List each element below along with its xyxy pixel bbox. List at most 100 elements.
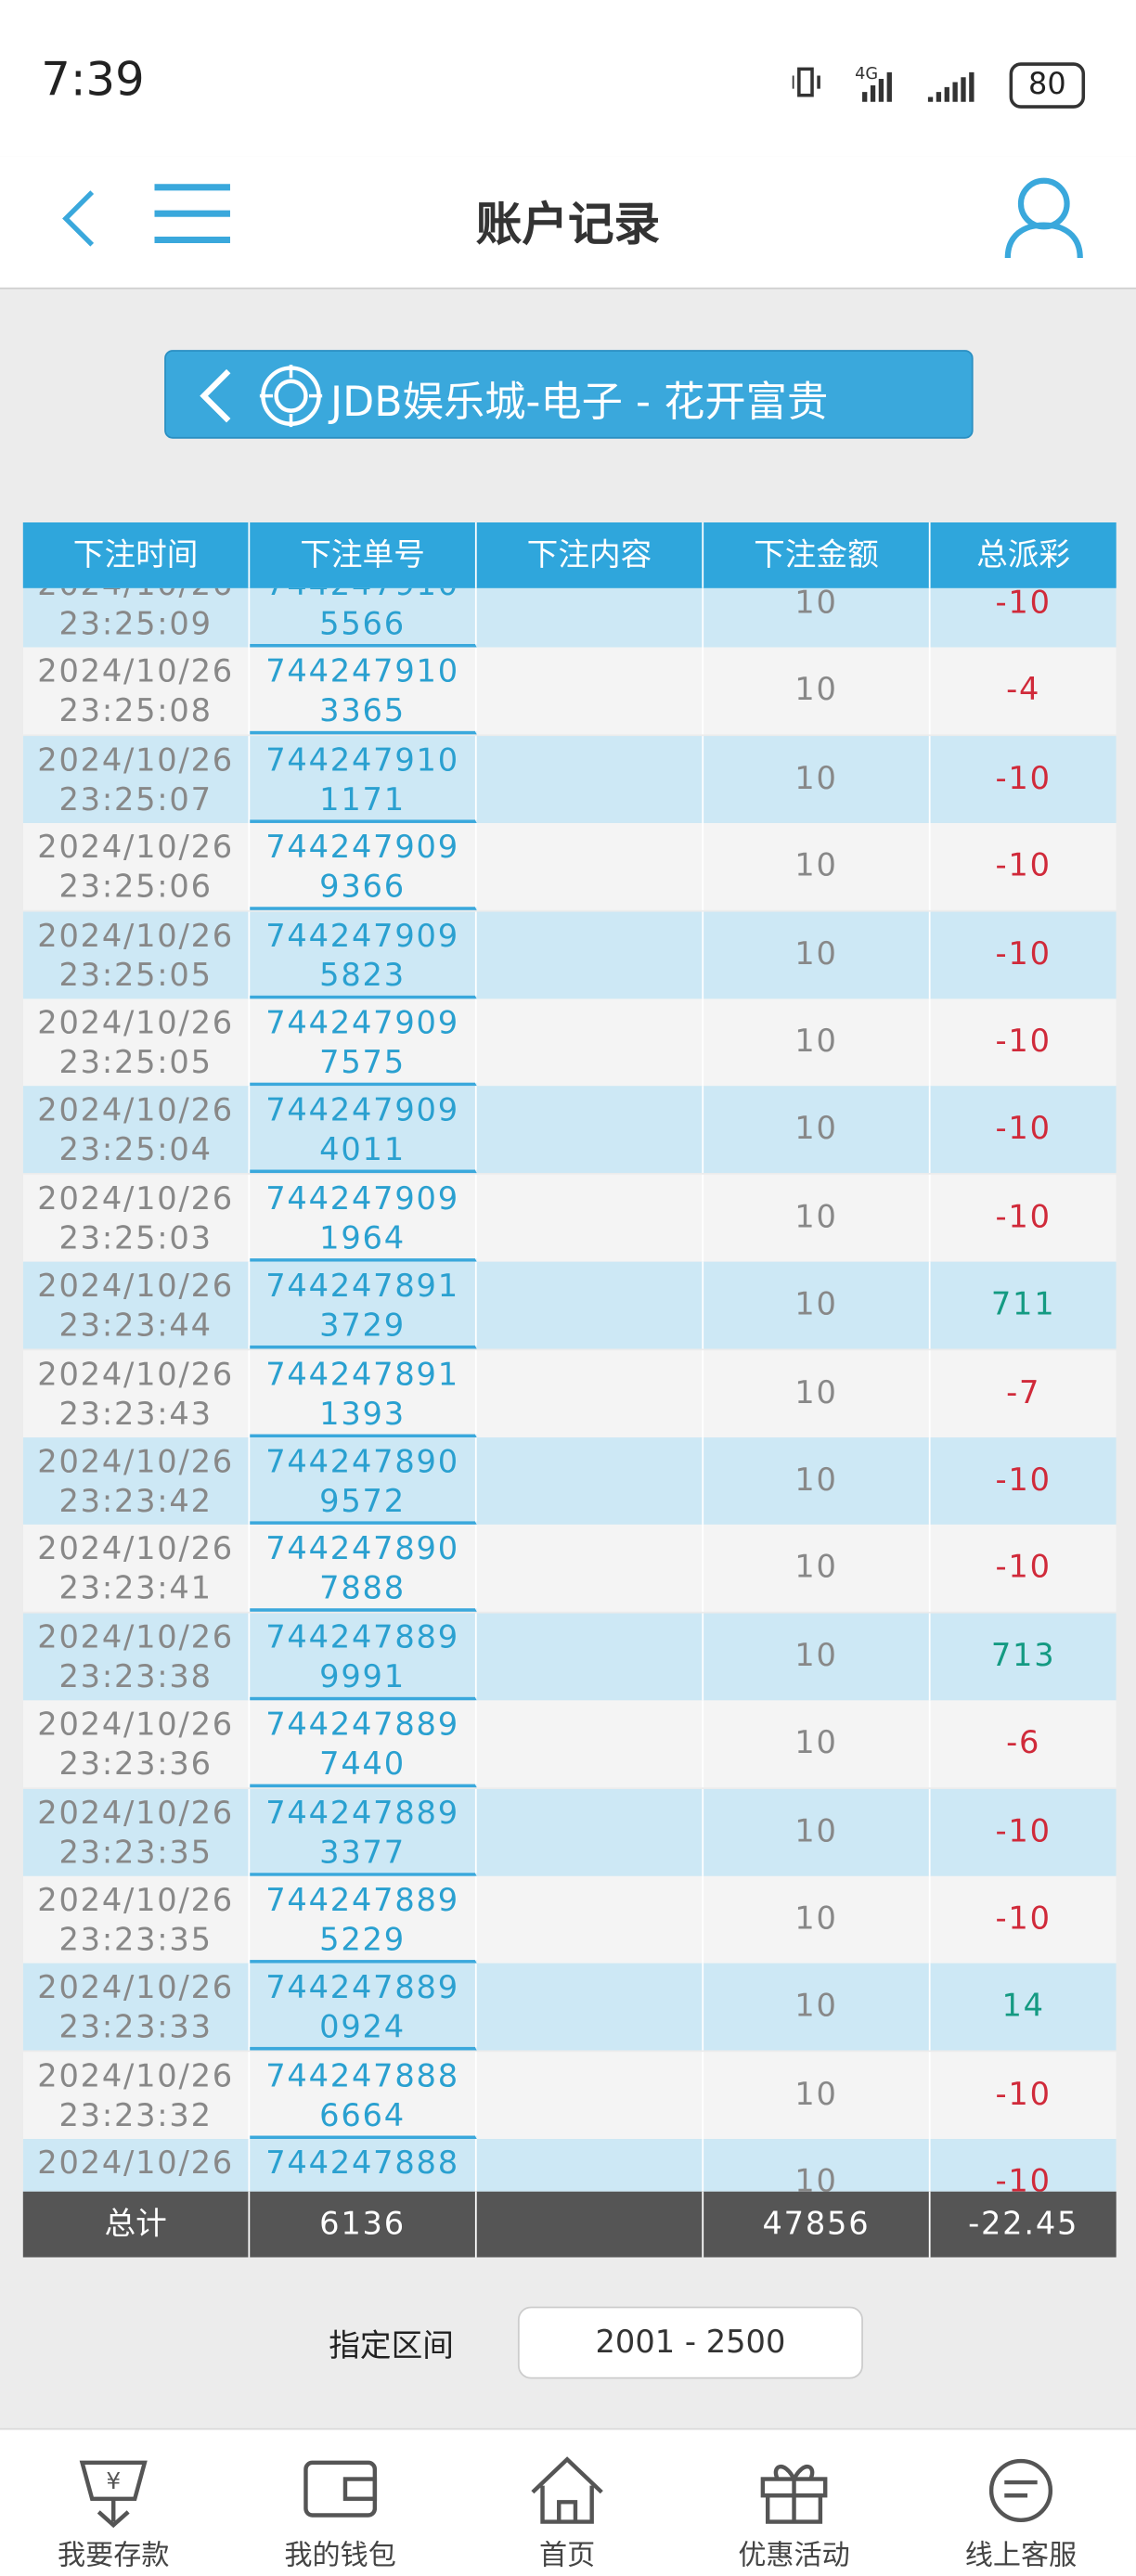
time-cell: 2024/10/26 23:23:35 <box>23 1875 251 1964</box>
total-row: 总计 6136 47856 -22.45 <box>22 2191 1117 2258</box>
order-cell[interactable]: 744247890 7888 <box>250 1525 477 1613</box>
nav-item[interactable]: 优惠活动 <box>680 2429 907 2576</box>
order-cell[interactable]: 744247889 0924 <box>250 1964 477 2052</box>
bet-amount: 10 <box>794 847 838 884</box>
table-header: 下注时间 下注单号 下注内容 下注金额 总派彩 <box>22 522 1117 588</box>
content-cell <box>477 1086 704 1174</box>
content-cell <box>477 998 704 1087</box>
order-cell[interactable]: 744247889 5229 <box>250 1875 477 1964</box>
order-cell[interactable]: 744247909 5823 <box>250 910 477 998</box>
bet-time: 2024/10/26 <box>37 1531 234 1568</box>
order-cell[interactable]: 744247891 3729 <box>250 1261 477 1349</box>
nav-item[interactable]: ¥ 我要存款 <box>0 2429 226 2576</box>
payout: -10 <box>995 847 1052 884</box>
game-banner[interactable]: JDB娱乐城-电子 - 花开富贵 <box>164 350 974 439</box>
time-cell: 2024/10/26 23:23:32 <box>23 2051 251 2139</box>
amount-cell: 10 <box>704 1964 931 2052</box>
order-number: 744247909 <box>265 1180 459 1217</box>
order-cell[interactable]: 744247909 1964 <box>250 1174 477 1262</box>
bet-time: 23:25:06 <box>58 869 213 906</box>
total-payout: -22.45 <box>968 2206 1079 2243</box>
table-row: 2024/10/26 23:25:03 744247909 1964 10 -10 <box>22 1174 1117 1262</box>
order-number: 5823 <box>319 957 406 994</box>
time-cell: 2024/10/26 23:23:42 <box>23 1437 251 1525</box>
order-cell[interactable]: 744247910 5566 <box>250 587 477 648</box>
time-cell: 2024/10/26 23:23:36 <box>23 1700 251 1788</box>
table-row: 2024/10/26 23:25:06 744247909 9366 10 -10 <box>22 823 1117 911</box>
order-cell[interactable]: 744247910 3365 <box>250 648 477 736</box>
payout-cell: -10 <box>931 823 1117 910</box>
amount-cell: 10 <box>704 1700 931 1788</box>
order-number: 744247889 <box>265 1970 459 2007</box>
time-cell: 2024/10/26 23:23:43 <box>23 1349 251 1437</box>
order-cell[interactable]: 744247909 7575 <box>250 998 477 1087</box>
payout: -10 <box>995 1812 1052 1849</box>
payout-cell: -10 <box>931 2052 1117 2139</box>
order-cell[interactable]: 744247889 9991 <box>250 1613 477 1701</box>
time-cell: 2024/10/26 23:23:38 <box>23 1613 251 1701</box>
order-cell[interactable]: 744247889 7440 <box>250 1700 477 1788</box>
order-number: 5229 <box>319 1922 406 1959</box>
order-number: 744247909 <box>265 1093 459 1129</box>
bottom-nav: ¥ 我要存款 我的钱包 首页 优惠活动 线上客服 <box>0 2428 1136 2576</box>
bet-time: 23:23:43 <box>58 1396 213 1433</box>
amount-cell: 10 <box>704 2051 931 2139</box>
order-number: 744247909 <box>265 830 459 867</box>
content-cell <box>477 648 704 736</box>
payout-cell: 711 <box>931 1262 1117 1349</box>
order-cell[interactable]: 744247891 1393 <box>250 1349 477 1437</box>
table-body: 2024/10/2623:25:09744247910556610-102024… <box>22 587 1117 2192</box>
payout-cell: -10 <box>931 2139 1117 2192</box>
range-selector[interactable]: 2001 - 2500 <box>517 2306 863 2379</box>
content-cell <box>477 1964 704 2052</box>
order-number: 5566 <box>319 606 406 643</box>
order-cell[interactable]: 744247909 9366 <box>250 823 477 911</box>
order-number: 9366 <box>319 869 406 906</box>
bet-time: 2024/10/26 <box>37 1970 234 2007</box>
time-cell: 2024/10/26 23:23:44 <box>23 1261 251 1349</box>
amount-cell: 10 <box>704 735 931 823</box>
amount-cell: 10 <box>704 823 931 911</box>
column-header: 总派彩 <box>976 536 1071 573</box>
nav-item[interactable]: 首页 <box>454 2429 680 2576</box>
bet-time: 2024/10/26 <box>37 1882 234 1919</box>
bet-amount: 10 <box>794 672 838 709</box>
banner-icons <box>200 365 323 428</box>
payout-cell: -10 <box>931 911 1117 998</box>
order-cell[interactable]: 744247909 4011 <box>250 1086 477 1174</box>
order-number: 0924 <box>319 2009 406 2046</box>
time-cell: 2024/10/26 23:25:03 <box>23 1174 251 1262</box>
nav-label: 线上客服 <box>964 2540 1078 2573</box>
nav-item[interactable]: 我的钱包 <box>226 2429 453 2576</box>
user-button[interactable] <box>1002 175 1085 261</box>
amount-cell: 10 <box>704 587 931 648</box>
amount-cell: 10 <box>704 1788 931 1876</box>
order-number: 744247889 <box>265 1882 459 1919</box>
amount-cell: 10 <box>704 1613 931 1701</box>
back-button[interactable] <box>56 186 105 251</box>
menu-button[interactable] <box>154 183 234 249</box>
payout-cell: -6 <box>931 1701 1117 1788</box>
payout: -10 <box>995 1111 1052 1148</box>
order-cell[interactable]: 744247888 6664 <box>250 2051 477 2139</box>
time-cell: 2024/10/26 23:23:35 <box>23 1788 251 1876</box>
order-cell[interactable]: 744247910 1171 <box>250 735 477 823</box>
amount-cell: 10 <box>704 1525 931 1613</box>
bet-time: 2024/10/26 <box>37 2145 234 2183</box>
payout: -10 <box>995 1900 1052 1938</box>
page-title: 账户记录 <box>475 197 661 251</box>
order-cell[interactable]: 744247890 9572 <box>250 1437 477 1525</box>
bet-time: 2024/10/26 <box>37 1269 234 1306</box>
table-row: 2024/10/26 23:23:44 744247891 3729 10 711 <box>22 1261 1117 1349</box>
svg-text:¥: ¥ <box>106 2467 121 2494</box>
amount-cell: 10 <box>704 1875 931 1964</box>
banner-title: JDB娱乐城-电子 - 花开富贵 <box>330 378 829 426</box>
time-cell: 2024/10/26 23:25:05 <box>23 910 251 998</box>
bet-time: 23:25:07 <box>58 781 213 818</box>
order-number: 7575 <box>319 1044 406 1081</box>
order-cell[interactable]: 744247888 <box>250 2139 477 2192</box>
order-cell[interactable]: 744247889 3377 <box>250 1788 477 1876</box>
nav-item[interactable]: 线上客服 <box>908 2429 1134 2576</box>
bet-time: 2024/10/26 <box>37 1005 234 1042</box>
